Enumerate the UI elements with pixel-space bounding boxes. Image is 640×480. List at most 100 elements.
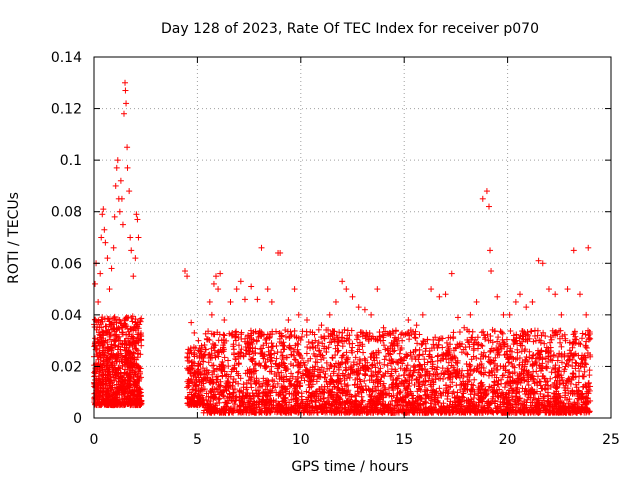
data-point xyxy=(130,324,137,331)
data-point xyxy=(552,291,559,298)
data-point xyxy=(106,382,113,389)
data-point xyxy=(111,377,118,384)
data-point xyxy=(304,344,311,351)
data-point xyxy=(119,329,126,336)
data-point xyxy=(523,304,530,311)
data-point xyxy=(107,373,114,380)
data-point xyxy=(343,356,350,363)
data-point xyxy=(100,206,107,213)
data-point xyxy=(94,345,101,352)
data-point xyxy=(105,402,112,409)
data-point xyxy=(134,216,141,223)
data-point xyxy=(125,382,132,389)
data-point xyxy=(442,291,449,298)
data-point xyxy=(110,374,117,381)
data-point xyxy=(558,343,565,350)
data-point xyxy=(138,342,145,349)
data-point xyxy=(96,379,103,386)
data-point xyxy=(439,344,446,351)
data-point xyxy=(111,213,118,220)
data-point xyxy=(454,314,461,321)
data-point xyxy=(129,335,136,342)
y-tick-label: 0.12 xyxy=(51,102,82,118)
data-point xyxy=(443,339,450,346)
data-point xyxy=(436,293,443,300)
data-point xyxy=(121,317,128,324)
data-point xyxy=(450,335,457,342)
data-point xyxy=(108,350,115,357)
x-tick-label: 10 xyxy=(292,432,310,448)
data-point xyxy=(122,87,129,94)
data-point xyxy=(488,268,495,275)
data-point xyxy=(115,324,122,331)
data-point xyxy=(123,100,130,107)
data-point xyxy=(104,255,111,262)
x-tick-label: 20 xyxy=(499,432,517,448)
data-point xyxy=(274,349,281,356)
data-point xyxy=(494,293,501,300)
data-point xyxy=(192,369,199,376)
data-point xyxy=(294,369,301,376)
data-point xyxy=(580,373,587,380)
data-point xyxy=(529,298,536,305)
data-point xyxy=(195,366,202,373)
data-point xyxy=(91,316,98,323)
data-point xyxy=(124,357,131,364)
data-point xyxy=(548,369,555,376)
data-point xyxy=(122,352,129,359)
x-tick-label: 15 xyxy=(395,432,413,448)
data-point xyxy=(295,311,302,318)
data-point xyxy=(548,336,555,343)
data-point xyxy=(121,390,128,397)
data-point xyxy=(564,286,571,293)
data-point xyxy=(576,291,583,298)
data-point xyxy=(129,318,136,325)
data-point xyxy=(115,337,122,344)
data-point xyxy=(473,298,480,305)
data-point xyxy=(380,324,387,331)
data-point xyxy=(577,341,584,348)
data-point xyxy=(126,339,133,346)
data-point xyxy=(196,378,203,385)
data-point xyxy=(100,332,107,339)
data-point xyxy=(118,353,125,360)
data-point xyxy=(124,363,131,370)
data-point xyxy=(498,329,505,336)
data-point xyxy=(344,382,351,389)
data-point xyxy=(282,327,289,334)
data-point xyxy=(135,234,142,241)
data-point xyxy=(107,344,114,351)
data-point xyxy=(97,270,104,277)
data-point xyxy=(512,298,519,305)
data-point xyxy=(450,388,457,395)
data-point xyxy=(411,362,418,369)
data-point xyxy=(184,395,191,402)
data-point xyxy=(112,331,119,338)
data-point xyxy=(506,311,513,318)
data-point xyxy=(129,343,136,350)
data-point xyxy=(414,340,421,347)
data-point xyxy=(98,401,105,408)
data-point xyxy=(106,286,113,293)
y-tick-label: 0.14 xyxy=(51,50,82,66)
data-point xyxy=(435,341,442,348)
data-point xyxy=(134,362,141,369)
data-point xyxy=(254,296,261,303)
data-point xyxy=(291,286,298,293)
y-tick-label: 0 xyxy=(73,411,82,427)
data-point xyxy=(430,341,437,348)
data-point xyxy=(528,355,535,362)
data-point xyxy=(436,385,443,392)
data-point xyxy=(195,337,202,344)
data-point xyxy=(120,400,127,407)
data-point xyxy=(133,356,140,363)
data-point xyxy=(421,356,428,363)
data-point xyxy=(107,336,114,343)
data-point xyxy=(107,379,114,386)
data-point xyxy=(129,366,136,373)
data-point xyxy=(547,339,554,346)
data-point xyxy=(192,382,199,389)
data-point xyxy=(108,265,115,272)
data-point xyxy=(93,393,100,400)
data-point xyxy=(113,381,120,388)
